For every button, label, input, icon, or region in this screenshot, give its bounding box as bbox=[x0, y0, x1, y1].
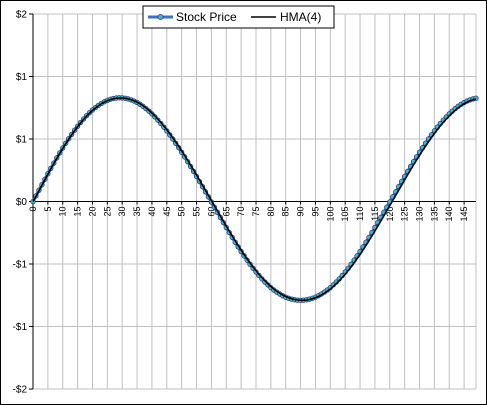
x-tick-label: 80 bbox=[266, 207, 276, 217]
x-tick-label: 15 bbox=[73, 207, 83, 217]
x-tick-label: 55 bbox=[192, 207, 202, 217]
x-tick-labels: 0 5 10 15 20 25 30 35 40 45 50 55 60 65 70 75 80 85 90 95 10… bbox=[28, 201, 469, 222]
x-tick-label: 105 bbox=[340, 207, 350, 222]
x-tick-label: 30 bbox=[117, 207, 127, 217]
x-tick-label: 75 bbox=[251, 207, 261, 217]
x-tick-label: 25 bbox=[102, 207, 112, 217]
y-tick-label: $1 bbox=[16, 72, 28, 83]
x-tick-label: 115 bbox=[370, 207, 380, 221]
hma-line bbox=[32, 97, 477, 302]
x-tick-label: 100 bbox=[325, 207, 335, 222]
x-tick-label: 20 bbox=[87, 207, 97, 217]
x-tick-label: 5 bbox=[43, 207, 53, 212]
series-hma bbox=[32, 97, 477, 302]
x-tick-label: 35 bbox=[132, 207, 142, 217]
x-tick-label: 10 bbox=[58, 207, 68, 217]
x-tick-label: 120 bbox=[385, 207, 395, 222]
legend-label-stock-price: Stock Price bbox=[176, 10, 237, 24]
x-tick-label: 110 bbox=[355, 207, 365, 221]
x-tick-label: 70 bbox=[236, 207, 246, 217]
x-tick-label: 145 bbox=[459, 207, 469, 222]
legend-box bbox=[142, 5, 335, 29]
x-tick-label: 60 bbox=[206, 207, 216, 217]
x-tick-label: 85 bbox=[281, 207, 291, 217]
y-tick-label: $1 bbox=[16, 135, 28, 146]
x-tick-label: 45 bbox=[162, 207, 172, 217]
x-tick-label: 65 bbox=[221, 207, 231, 217]
legend-marker-stock-price bbox=[157, 14, 164, 20]
y-tick-label: -$2 bbox=[13, 385, 28, 396]
x-tick-label: 140 bbox=[444, 207, 454, 222]
legend: Stock Price HMA(4) bbox=[142, 5, 335, 29]
x-tick-label: 90 bbox=[296, 207, 306, 217]
x-tick-label: 0 bbox=[28, 207, 38, 212]
x-tick-label: 50 bbox=[177, 207, 187, 217]
x-tick-label: 135 bbox=[429, 207, 439, 222]
x-tick-label: 125 bbox=[400, 207, 410, 222]
x-tick-label: 95 bbox=[310, 207, 320, 217]
x-tick-label: 40 bbox=[147, 207, 157, 217]
y-tick-label: -$1 bbox=[13, 260, 28, 271]
y-tick-label: $2 bbox=[16, 10, 28, 21]
y-tick-label: $0 bbox=[16, 197, 28, 208]
y-tick-label: -$1 bbox=[13, 322, 28, 333]
x-tick-label: 130 bbox=[415, 207, 425, 222]
legend-label-hma: HMA(4) bbox=[280, 10, 321, 24]
y-tick-labels: $2 $1 $1 $0 -$1 -$1 -$2 bbox=[13, 10, 33, 396]
